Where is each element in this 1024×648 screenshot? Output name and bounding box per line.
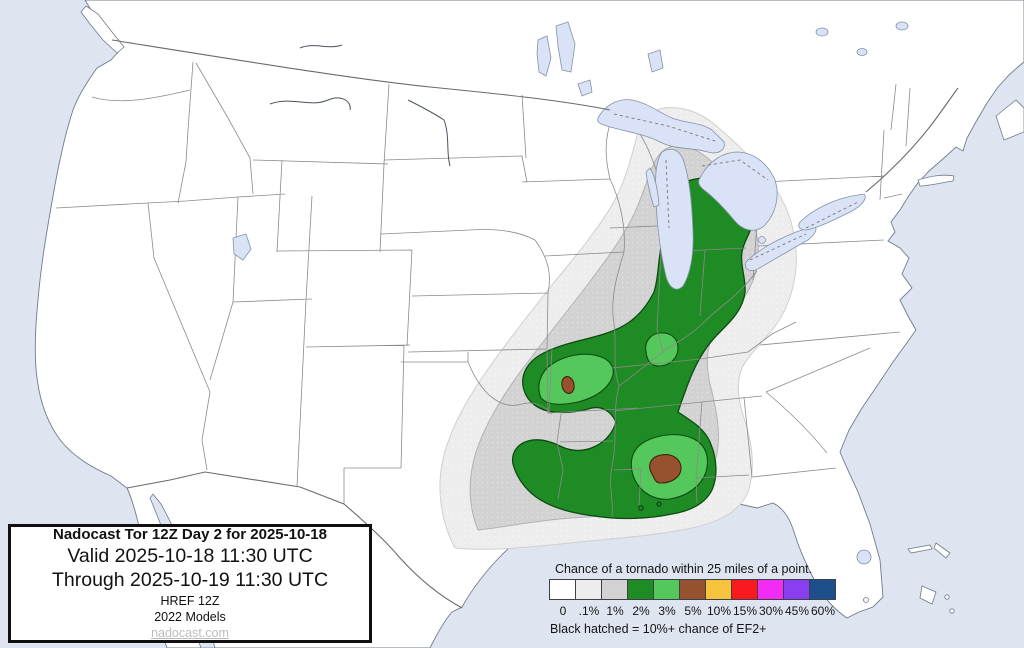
nadocast-site-link[interactable]: nadocast.com bbox=[151, 626, 229, 640]
legend-color-box bbox=[549, 579, 576, 600]
legend-color-box bbox=[757, 579, 784, 600]
legend-swatch-3: 2% bbox=[627, 579, 654, 618]
florida-key bbox=[863, 597, 869, 603]
legend-color-box bbox=[653, 579, 680, 600]
lake-okeechobee bbox=[856, 549, 872, 565]
legend-swatch-label: .1% bbox=[578, 604, 600, 618]
contour-5pct-alabama bbox=[649, 454, 682, 484]
green-bay bbox=[645, 167, 660, 208]
rivers bbox=[269, 44, 451, 167]
lake-winnipeg bbox=[555, 21, 576, 73]
contour-5pct-missouri bbox=[561, 376, 575, 394]
lake-ontario bbox=[798, 193, 866, 231]
canada-border bbox=[111, 39, 611, 111]
lake-superior bbox=[597, 99, 725, 154]
mexico-border bbox=[126, 471, 463, 609]
legend-color-box bbox=[731, 579, 758, 600]
lake-huron bbox=[698, 151, 778, 231]
legend-swatch-5: 5% bbox=[679, 579, 706, 618]
through-time: Through 2025-10-19 11:30 UTC bbox=[51, 569, 329, 592]
lakes-boundary-dashes bbox=[613, 113, 859, 261]
legend-swatch-4: 3% bbox=[653, 579, 680, 618]
forecast-info-box: Nadocast Tor 12Z Day 2 for 2025-10-18 Va… bbox=[8, 524, 372, 643]
vancouver-island bbox=[80, 5, 125, 54]
bahamas-islands bbox=[907, 542, 955, 614]
legend-swatch-0: 0 bbox=[549, 579, 576, 618]
legend-swatch-label: 30% bbox=[758, 604, 784, 618]
probability-legend: Chance of a tornado within 25 miles of a… bbox=[549, 562, 841, 636]
legend-swatch-1: .1% bbox=[575, 579, 602, 618]
legend-color-box bbox=[783, 579, 810, 600]
lake-nipigon bbox=[647, 49, 664, 73]
legend-swatch-label: 3% bbox=[658, 604, 676, 618]
legend-swatch-label: 0 bbox=[559, 604, 567, 618]
contour-3pct-missouri bbox=[538, 353, 614, 405]
legend-swatch-10: 60% bbox=[809, 579, 836, 618]
contour-3pct-illinois-kentucky bbox=[645, 332, 679, 367]
legend-swatch-7: 15% bbox=[731, 579, 758, 618]
legend-swatch-row: 0 .1% 1% 2% 3% 5% bbox=[549, 579, 841, 618]
legend-color-box bbox=[679, 579, 706, 600]
long-island bbox=[917, 174, 955, 187]
legend-swatch-label: 60% bbox=[810, 604, 836, 618]
legend-swatch-label: 10% bbox=[706, 604, 732, 618]
international-borders bbox=[111, 39, 959, 609]
legend-color-box bbox=[809, 579, 836, 600]
legend-color-box bbox=[705, 579, 732, 600]
legend-swatch-2: 1% bbox=[601, 579, 628, 618]
legend-color-box bbox=[627, 579, 654, 600]
contour-2pct-coastal-speck bbox=[638, 505, 644, 511]
lake-of-the-woods bbox=[577, 79, 593, 97]
legend-swatch-label: 2% bbox=[632, 604, 650, 618]
model-generation: 2022 Models bbox=[154, 609, 226, 624]
st-lawrence-border bbox=[865, 87, 959, 193]
legend-swatch-label: 1% bbox=[606, 604, 624, 618]
canadian-lake bbox=[895, 21, 909, 31]
contour-2pct-coastal-speck bbox=[656, 501, 662, 507]
lake-st-clair bbox=[758, 236, 766, 244]
legend-swatch-8: 30% bbox=[757, 579, 784, 618]
great-lakes bbox=[232, 21, 909, 603]
state-borders bbox=[55, 61, 911, 518]
legend-swatch-9: 45% bbox=[783, 579, 810, 618]
great-salt-lake bbox=[232, 233, 252, 261]
legend-swatch-label: 15% bbox=[732, 604, 758, 618]
forecast-title: Nadocast Tor 12Z Day 2 for 2025-10-18 bbox=[52, 525, 327, 543]
lake-erie bbox=[745, 225, 817, 271]
legend-swatch-6: 10% bbox=[705, 579, 732, 618]
legend-color-box bbox=[575, 579, 602, 600]
legend-color-box bbox=[601, 579, 628, 600]
contour-2pct bbox=[511, 177, 754, 520]
legend-title: Chance of a tornado within 25 miles of a… bbox=[555, 562, 813, 576]
nova-scotia bbox=[995, 99, 1024, 141]
valid-time: Valid 2025-10-18 11:30 UTC bbox=[67, 544, 313, 567]
legend-hatched-note: Black hatched = 10%+ chance of EF2+ bbox=[550, 622, 767, 636]
canadian-lake bbox=[856, 48, 868, 56]
legend-swatch-label: 45% bbox=[784, 604, 810, 618]
legend-swatch-label: 5% bbox=[684, 604, 702, 618]
canadian-lake bbox=[815, 27, 829, 37]
model-run: HREF 12Z bbox=[160, 593, 220, 608]
lake-manitoba bbox=[536, 35, 552, 77]
